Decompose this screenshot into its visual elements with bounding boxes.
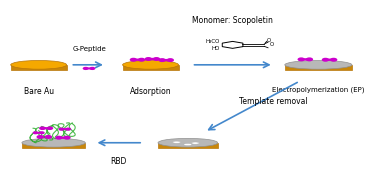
Ellipse shape <box>145 57 152 61</box>
Ellipse shape <box>122 61 178 69</box>
Ellipse shape <box>138 58 145 62</box>
FancyBboxPatch shape <box>22 143 85 148</box>
Ellipse shape <box>130 58 137 62</box>
Ellipse shape <box>55 136 62 140</box>
Text: G-Peptide: G-Peptide <box>72 46 106 52</box>
Ellipse shape <box>89 67 95 70</box>
Ellipse shape <box>330 58 337 62</box>
Text: HO: HO <box>211 46 220 51</box>
Ellipse shape <box>33 131 38 134</box>
Text: O: O <box>270 42 274 47</box>
Ellipse shape <box>172 141 181 143</box>
FancyBboxPatch shape <box>133 59 142 61</box>
Ellipse shape <box>184 144 192 146</box>
Ellipse shape <box>22 138 85 147</box>
Ellipse shape <box>297 57 305 61</box>
Ellipse shape <box>306 57 313 61</box>
Ellipse shape <box>39 131 45 134</box>
FancyBboxPatch shape <box>325 59 334 61</box>
Ellipse shape <box>167 58 174 62</box>
Text: Adsorption: Adsorption <box>130 86 171 95</box>
Ellipse shape <box>65 128 71 131</box>
FancyBboxPatch shape <box>122 65 178 70</box>
Text: RBD: RBD <box>111 157 127 166</box>
FancyBboxPatch shape <box>85 68 93 69</box>
Ellipse shape <box>46 126 53 130</box>
FancyBboxPatch shape <box>158 143 218 148</box>
FancyBboxPatch shape <box>285 65 352 70</box>
Text: Electropolymerization (EP): Electropolymerization (EP) <box>272 86 365 93</box>
Ellipse shape <box>83 67 89 70</box>
FancyBboxPatch shape <box>40 136 49 138</box>
FancyBboxPatch shape <box>59 137 67 139</box>
Ellipse shape <box>158 138 218 147</box>
Ellipse shape <box>11 61 67 69</box>
Text: O: O <box>266 38 271 43</box>
Ellipse shape <box>37 135 44 139</box>
FancyBboxPatch shape <box>35 132 42 134</box>
Text: Monomer: Scopoletin: Monomer: Scopoletin <box>192 16 273 25</box>
Text: H₃CO: H₃CO <box>205 39 220 44</box>
Text: Template removal: Template removal <box>239 97 308 106</box>
FancyBboxPatch shape <box>148 58 157 60</box>
FancyBboxPatch shape <box>301 58 310 61</box>
Ellipse shape <box>285 61 352 69</box>
Text: Bare Au: Bare Au <box>23 86 54 95</box>
FancyBboxPatch shape <box>162 59 171 61</box>
Ellipse shape <box>59 128 64 131</box>
FancyBboxPatch shape <box>61 128 68 130</box>
Ellipse shape <box>64 136 71 140</box>
Ellipse shape <box>45 135 52 139</box>
FancyBboxPatch shape <box>11 65 67 70</box>
Ellipse shape <box>322 58 329 62</box>
Ellipse shape <box>153 57 160 61</box>
Ellipse shape <box>158 58 166 62</box>
Ellipse shape <box>39 126 46 130</box>
FancyBboxPatch shape <box>42 127 50 129</box>
Ellipse shape <box>191 142 200 144</box>
